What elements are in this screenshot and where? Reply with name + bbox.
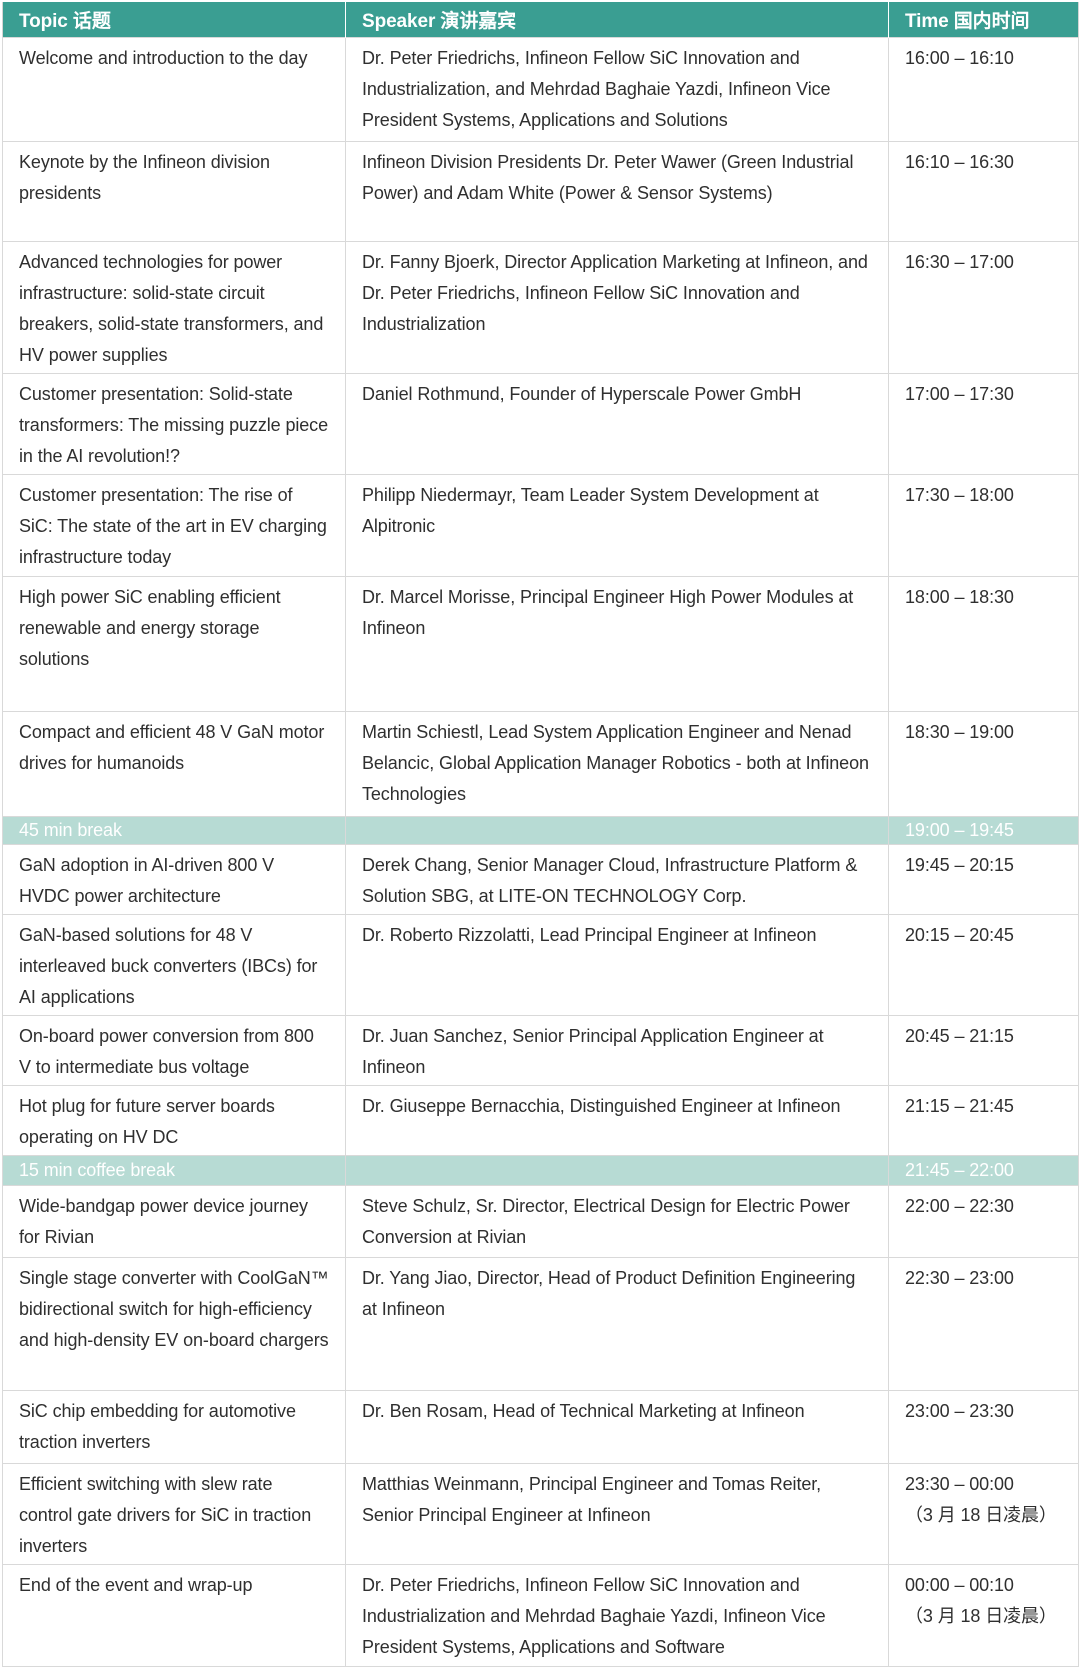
speaker-cell bbox=[345, 1155, 889, 1186]
column-header-time: Time 国内时间 bbox=[888, 2, 1079, 38]
topic-cell: Compact and efficient 48 V GaN motor dri… bbox=[2, 711, 346, 817]
topic-cell: GaN adoption in AI-driven 800 V HVDC pow… bbox=[2, 844, 346, 915]
break-row: 45 min break 19:00 – 19:45 bbox=[2, 816, 1079, 845]
time-cell: 19:00 – 19:45 bbox=[888, 816, 1079, 845]
table-row: Welcome and introduction to the day Dr. … bbox=[2, 37, 1079, 142]
time-cell: 16:30 – 17:00 bbox=[888, 241, 1079, 374]
speaker-cell: Philipp Niedermayr, Team Leader System D… bbox=[345, 474, 889, 577]
table-row: Single stage converter with CoolGaN™ bid… bbox=[2, 1257, 1079, 1391]
speaker-cell: Dr. Yang Jiao, Director, Head of Product… bbox=[345, 1257, 889, 1391]
topic-cell: SiC chip embedding for automotive tracti… bbox=[2, 1390, 346, 1464]
speaker-cell: Dr. Fanny Bjoerk, Director Application M… bbox=[345, 241, 889, 374]
time-cell: 00:00 – 00:10 （3 月 18 日凌晨） bbox=[888, 1564, 1079, 1667]
time-cell: 22:00 – 22:30 bbox=[888, 1185, 1079, 1258]
table-row: Hot plug for future server boards operat… bbox=[2, 1085, 1079, 1156]
speaker-cell: Dr. Peter Friedrichs, Infineon Fellow Si… bbox=[345, 37, 889, 142]
table-row: Compact and efficient 48 V GaN motor dri… bbox=[2, 711, 1079, 817]
time-cell: 18:00 – 18:30 bbox=[888, 576, 1079, 712]
time-cell: 16:00 – 16:10 bbox=[888, 37, 1079, 142]
topic-cell: Advanced technologies for power infrastr… bbox=[2, 241, 346, 374]
speaker-cell: Dr. Roberto Rizzolatti, Lead Principal E… bbox=[345, 914, 889, 1016]
table-row: End of the event and wrap-up Dr. Peter F… bbox=[2, 1564, 1079, 1667]
time-cell: 20:45 – 21:15 bbox=[888, 1015, 1079, 1086]
time-cell: 19:45 – 20:15 bbox=[888, 844, 1079, 915]
break-row: 15 min coffee break 21:45 – 22:00 bbox=[2, 1155, 1079, 1186]
table-row: Efficient switching with slew rate contr… bbox=[2, 1463, 1079, 1565]
topic-cell: Hot plug for future server boards operat… bbox=[2, 1085, 346, 1156]
time-cell: 17:30 – 18:00 bbox=[888, 474, 1079, 577]
topic-cell: 45 min break bbox=[2, 816, 346, 845]
table-row: Wide-bandgap power device journey for Ri… bbox=[2, 1185, 1079, 1258]
topic-cell: Keynote by the Infineon division preside… bbox=[2, 141, 346, 242]
topic-cell: GaN-based solutions for 48 V interleaved… bbox=[2, 914, 346, 1016]
topic-cell: Efficient switching with slew rate contr… bbox=[2, 1463, 346, 1565]
table-row: Customer presentation: The rise of SiC: … bbox=[2, 474, 1079, 577]
topic-cell: Single stage converter with CoolGaN™ bid… bbox=[2, 1257, 346, 1391]
speaker-cell: Matthias Weinmann, Principal Engineer an… bbox=[345, 1463, 889, 1565]
time-cell: 23:30 – 00:00 （3 月 18 日凌晨） bbox=[888, 1463, 1079, 1565]
table-row: GaN adoption in AI-driven 800 V HVDC pow… bbox=[2, 844, 1079, 915]
time-cell: 22:30 – 23:00 bbox=[888, 1257, 1079, 1391]
speaker-cell bbox=[345, 816, 889, 845]
speaker-cell: Dr. Peter Friedrichs, Infineon Fellow Si… bbox=[345, 1564, 889, 1667]
speaker-cell: Dr. Giuseppe Bernacchia, Distinguished E… bbox=[345, 1085, 889, 1156]
time-cell: 20:15 – 20:45 bbox=[888, 914, 1079, 1016]
topic-cell: On-board power conversion from 800 V to … bbox=[2, 1015, 346, 1086]
speaker-cell: Infineon Division Presidents Dr. Peter W… bbox=[345, 141, 889, 242]
speaker-cell: Daniel Rothmund, Founder of Hyperscale P… bbox=[345, 373, 889, 475]
speaker-cell: Steve Schulz, Sr. Director, Electrical D… bbox=[345, 1185, 889, 1258]
table-body: Welcome and introduction to the day Dr. … bbox=[2, 37, 1079, 1667]
table-row: On-board power conversion from 800 V to … bbox=[2, 1015, 1079, 1086]
table-row: GaN-based solutions for 48 V interleaved… bbox=[2, 914, 1079, 1016]
time-cell: 21:15 – 21:45 bbox=[888, 1085, 1079, 1156]
table-row: Advanced technologies for power infrastr… bbox=[2, 241, 1079, 374]
topic-cell: Customer presentation: The rise of SiC: … bbox=[2, 474, 346, 577]
topic-cell: High power SiC enabling efficient renewa… bbox=[2, 576, 346, 712]
header-row: Topic 话题 Speaker 演讲嘉宾 Time 国内时间 bbox=[2, 2, 1079, 38]
column-header-topic: Topic 话题 bbox=[2, 2, 346, 38]
speaker-cell: Martin Schiestl, Lead System Application… bbox=[345, 711, 889, 817]
topic-cell: 15 min coffee break bbox=[2, 1155, 346, 1186]
time-cell: 16:10 – 16:30 bbox=[888, 141, 1079, 242]
speaker-cell: Derek Chang, Senior Manager Cloud, Infra… bbox=[345, 844, 889, 915]
speaker-cell: Dr. Marcel Morisse, Principal Engineer H… bbox=[345, 576, 889, 712]
table-row: Keynote by the Infineon division preside… bbox=[2, 141, 1079, 242]
time-cell: 23:00 – 23:30 bbox=[888, 1390, 1079, 1464]
table-row: High power SiC enabling efficient renewa… bbox=[2, 576, 1079, 712]
topic-cell: Customer presentation: Solid-state trans… bbox=[2, 373, 346, 475]
table-row: SiC chip embedding for automotive tracti… bbox=[2, 1390, 1079, 1464]
time-cell: 17:00 – 17:30 bbox=[888, 373, 1079, 475]
topic-cell: Wide-bandgap power device journey for Ri… bbox=[2, 1185, 346, 1258]
column-header-speaker: Speaker 演讲嘉宾 bbox=[345, 2, 889, 38]
table-header: Topic 话题 Speaker 演讲嘉宾 Time 国内时间 bbox=[2, 2, 1079, 38]
topic-cell: Welcome and introduction to the day bbox=[2, 37, 346, 142]
time-cell: 18:30 – 19:00 bbox=[888, 711, 1079, 817]
time-cell: 21:45 – 22:00 bbox=[888, 1155, 1079, 1186]
table-row: Customer presentation: Solid-state trans… bbox=[2, 373, 1079, 475]
speaker-cell: Dr. Ben Rosam, Head of Technical Marketi… bbox=[345, 1390, 889, 1464]
topic-cell: End of the event and wrap-up bbox=[2, 1564, 346, 1667]
speaker-cell: Dr. Juan Sanchez, Senior Principal Appli… bbox=[345, 1015, 889, 1086]
